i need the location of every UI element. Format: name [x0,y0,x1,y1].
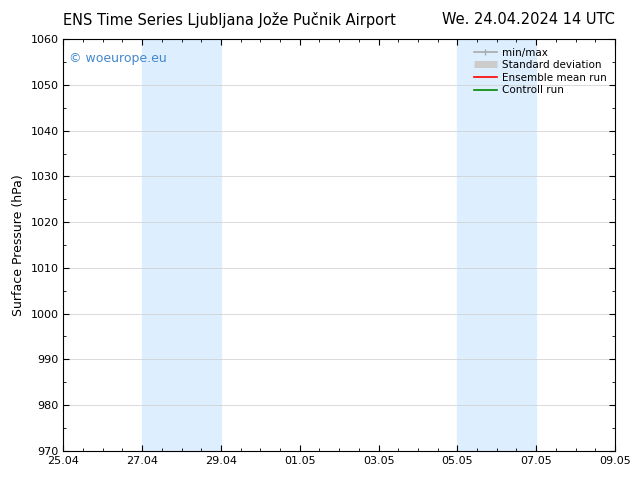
Text: ENS Time Series Ljubljana Jože Pučnik Airport: ENS Time Series Ljubljana Jože Pučnik Ai… [63,12,396,28]
Text: We. 24.04.2024 14 UTC: We. 24.04.2024 14 UTC [442,12,615,27]
Y-axis label: Surface Pressure (hPa): Surface Pressure (hPa) [12,174,25,316]
Bar [457,39,536,451]
Legend: min/max, Standard deviation, Ensemble mean run, Controll run: min/max, Standard deviation, Ensemble me… [470,45,610,98]
Text: © woeurope.eu: © woeurope.eu [69,51,167,65]
Bar [142,39,221,451]
